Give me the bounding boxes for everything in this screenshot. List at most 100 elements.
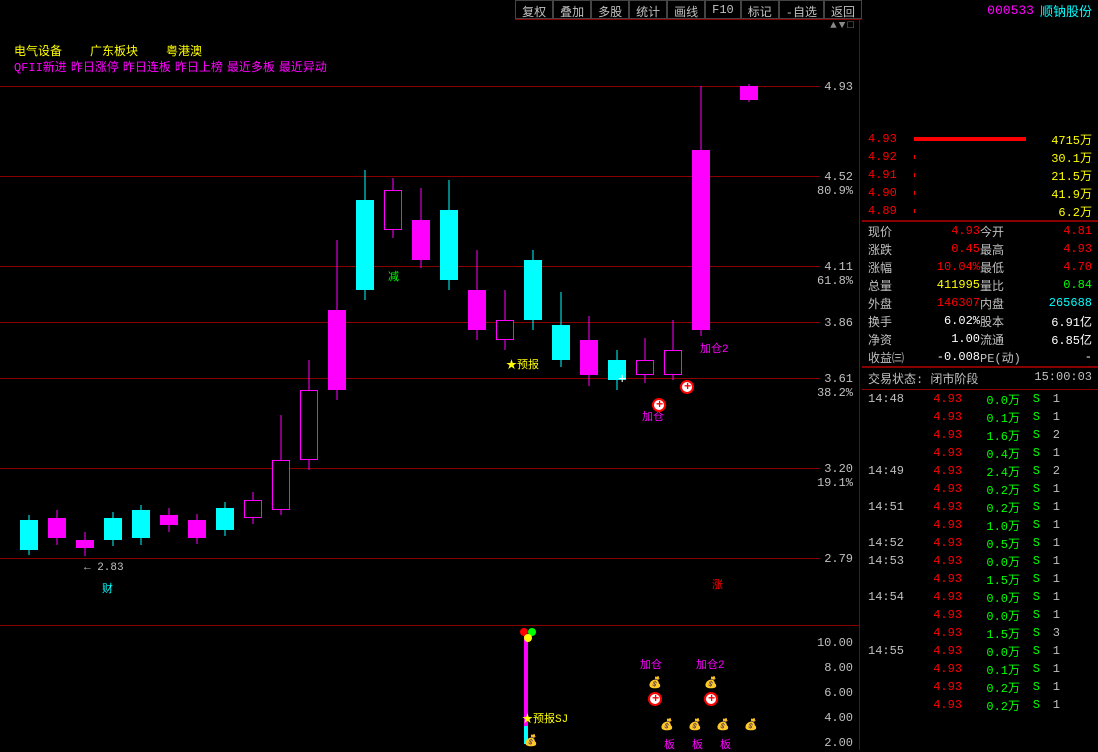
q-label: 总量 (868, 277, 904, 294)
menu-F10[interactable]: F10 (705, 0, 741, 19)
tick-volume: 0.5万 (962, 535, 1020, 552)
q-label: 流通 (980, 331, 1016, 348)
tick-side: S (1020, 572, 1040, 586)
tick-price: 4.93 (912, 482, 962, 496)
q-value: 1.00 (904, 332, 980, 346)
chart-annotation: 涨 (712, 576, 723, 592)
orderbook-row: 4.934715万 (862, 130, 1098, 148)
tick-price: 4.93 (912, 392, 962, 406)
q-value: 411995 (904, 278, 980, 292)
q-label: 量比 (980, 277, 1016, 294)
stock-header: 000533 顺钠股份 (987, 0, 1092, 20)
tick-price: 4.93 (912, 608, 962, 622)
q-label: 股本 (980, 313, 1016, 330)
menu-叠加[interactable]: 叠加 (553, 0, 591, 19)
menu--自选[interactable]: -自选 (779, 0, 824, 19)
menu-标记[interactable]: 标记 (741, 0, 779, 19)
bag-icon (744, 718, 756, 732)
tick-price: 4.93 (912, 680, 962, 694)
price-axis-label: 4.5280.9% (817, 170, 853, 198)
chart-annotation: ★预报 (506, 356, 539, 372)
q-value: -0.008 (904, 350, 980, 364)
candle (272, 20, 290, 625)
tick-time: 14:54 (868, 590, 912, 604)
tick-volume: 0.2万 (962, 481, 1020, 498)
tick-volume: 1.6万 (962, 427, 1020, 444)
indicator-annotation: ★预报SJ (522, 710, 568, 726)
tick-row: 4.931.0万S1 (862, 516, 1098, 534)
menu-多股[interactable]: 多股 (591, 0, 629, 19)
ob-volume: 41.9万 (1032, 185, 1092, 202)
tick-row: 14:554.930.0万S1 (862, 642, 1098, 660)
tick-row: 4.931.6万S2 (862, 426, 1098, 444)
candle (580, 20, 598, 625)
tick-row: 4.930.2万S1 (862, 696, 1098, 714)
candle (692, 20, 710, 625)
ob-price: 4.92 (868, 150, 908, 164)
q-value: 0.45 (904, 242, 980, 256)
q-value: 4.93 (1016, 242, 1092, 256)
tick-volume: 0.0万 (962, 643, 1020, 660)
menu-画线[interactable]: 画线 (667, 0, 705, 19)
quote-row: 收益㈢-0.008PE(动)- (862, 348, 1098, 366)
candle (160, 20, 178, 625)
dot-icon (524, 634, 532, 642)
indicator-axis-label: 4.00 (824, 711, 853, 725)
tick-row: 14:494.932.4万S2 (862, 462, 1098, 480)
tick-count: 1 (1040, 662, 1060, 676)
indicator-annotation: 加仓 (640, 656, 662, 672)
candle (524, 20, 542, 625)
menu-统计[interactable]: 统计 (629, 0, 667, 19)
tick-side: S (1020, 464, 1040, 478)
candle (244, 20, 262, 625)
indicator-axis-label: 8.00 (824, 661, 853, 675)
indicator-axis-label: 6.00 (824, 686, 853, 700)
tick-volume: 0.0万 (962, 553, 1020, 570)
q-label: 内盘 (980, 295, 1016, 312)
menu-复权[interactable]: 复权 (515, 0, 553, 19)
tick-price: 4.93 (912, 500, 962, 514)
menu-返回[interactable]: 返回 (824, 0, 862, 19)
tick-side: S (1020, 698, 1040, 712)
candle (496, 20, 514, 625)
tick-side: S (1020, 482, 1040, 496)
q-label: 净资 (868, 331, 904, 348)
q-label: 今开 (980, 223, 1016, 240)
ob-price: 4.91 (868, 168, 908, 182)
indicator-chart[interactable]: 10.008.006.004.002.00★预报SJ加仓加仓2板板板 (0, 625, 860, 750)
tick-volume: 0.4万 (962, 445, 1020, 462)
ob-volume: 4715万 (1032, 131, 1092, 148)
tick-side: S (1020, 410, 1040, 424)
bag-icon (524, 734, 536, 748)
q-value: 4.93 (904, 224, 980, 238)
tick-volume: 1.5万 (962, 571, 1020, 588)
tick-volume: 0.0万 (962, 607, 1020, 624)
tick-price: 4.93 (912, 626, 962, 640)
q-value: 265688 (1016, 296, 1092, 310)
tick-time: 14:51 (868, 500, 912, 514)
q-label: 最高 (980, 241, 1016, 258)
q-value: 146307 (904, 296, 980, 310)
tick-price: 4.93 (912, 446, 962, 460)
chart-annotation: ← 2.83 (84, 562, 124, 574)
price-axis-label: 3.2019.1% (817, 462, 853, 490)
marker-icon (648, 692, 662, 706)
candle (608, 20, 626, 625)
candlestick-chart[interactable]: 4.934.5280.9%4.1161.8%3.863.6138.2%3.201… (0, 20, 860, 625)
tick-volume: 0.0万 (962, 391, 1020, 408)
candle (740, 20, 758, 625)
status-time: 15:00:03 (1034, 370, 1092, 387)
tick-count: 1 (1040, 698, 1060, 712)
tick-price: 4.93 (912, 554, 962, 568)
tick-side: S (1020, 518, 1040, 532)
tick-time: 14:49 (868, 464, 912, 478)
candle (300, 20, 318, 625)
orderbook-row: 4.9230.1万 (862, 148, 1098, 166)
q-label: 涨幅 (868, 259, 904, 276)
ob-volume: 21.5万 (1032, 167, 1092, 184)
price-axis-label: 4.1161.8% (817, 260, 853, 288)
top-toolbar: 复权叠加多股统计画线F10标记-自选返回 (515, 0, 862, 20)
bag-icon (704, 676, 716, 690)
tick-count: 1 (1040, 392, 1060, 406)
q-value: - (1016, 350, 1092, 364)
